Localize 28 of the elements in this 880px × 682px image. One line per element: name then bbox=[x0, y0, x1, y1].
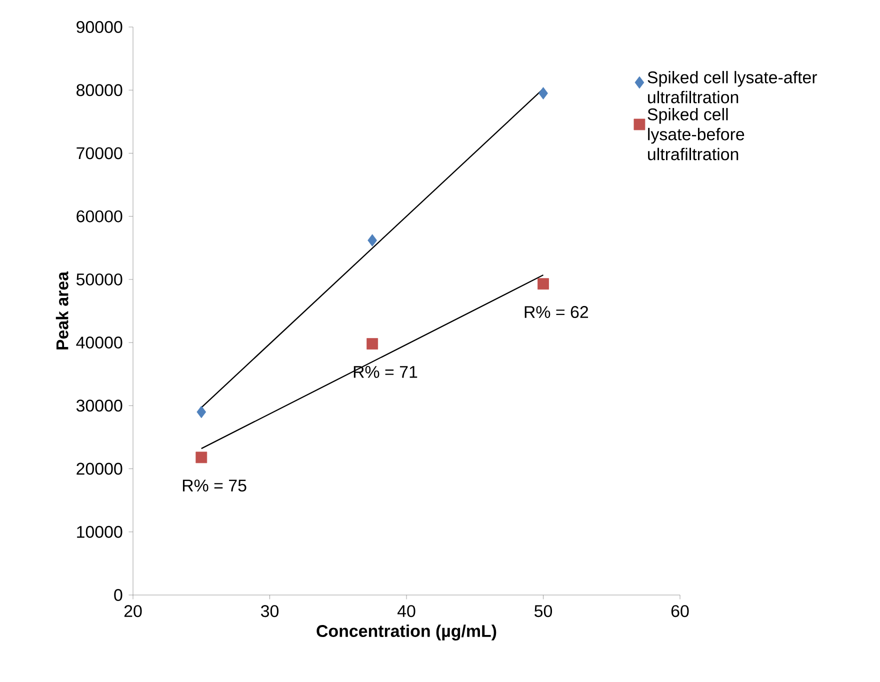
x-tick-label: 60 bbox=[671, 605, 689, 618]
y-tick-label: 50000 bbox=[76, 273, 122, 286]
y-tick-label: 60000 bbox=[76, 210, 122, 222]
point bbox=[368, 234, 378, 247]
y-tick-label: 10000 bbox=[77, 526, 122, 538]
y-tick-label: 90000 bbox=[76, 21, 122, 34]
point bbox=[366, 338, 378, 350]
legend-label: Spiked cell lysate-after ultrafiltration bbox=[648, 70, 818, 104]
x-tick-label: 20 bbox=[124, 605, 142, 618]
point bbox=[196, 406, 206, 418]
y-tick-label: 0 bbox=[114, 589, 122, 601]
point bbox=[538, 278, 549, 290]
x-tick-label: 40 bbox=[397, 605, 416, 618]
y-tick-label: 20000 bbox=[76, 462, 122, 475]
annotation: R% = 62 bbox=[524, 306, 588, 318]
y-tick-label: 80000 bbox=[76, 84, 122, 96]
point bbox=[196, 452, 208, 464]
y-axis-title: Peak area bbox=[56, 271, 68, 350]
y-tick-label: 70000 bbox=[76, 147, 122, 160]
point bbox=[538, 87, 548, 100]
y-tick-label: 40000 bbox=[76, 336, 122, 349]
annotation: R% = 71 bbox=[354, 366, 418, 378]
x-axis-title: Concentration (µg/mL) bbox=[316, 624, 496, 640]
x-tick-label: 50 bbox=[534, 605, 552, 618]
x-tick-label: 30 bbox=[260, 605, 279, 618]
annotation: R% = 75 bbox=[182, 480, 246, 492]
legend-label: Spiked cell lysate-before ultrafiltration bbox=[648, 108, 744, 160]
y-tick-label: 30000 bbox=[76, 400, 122, 412]
